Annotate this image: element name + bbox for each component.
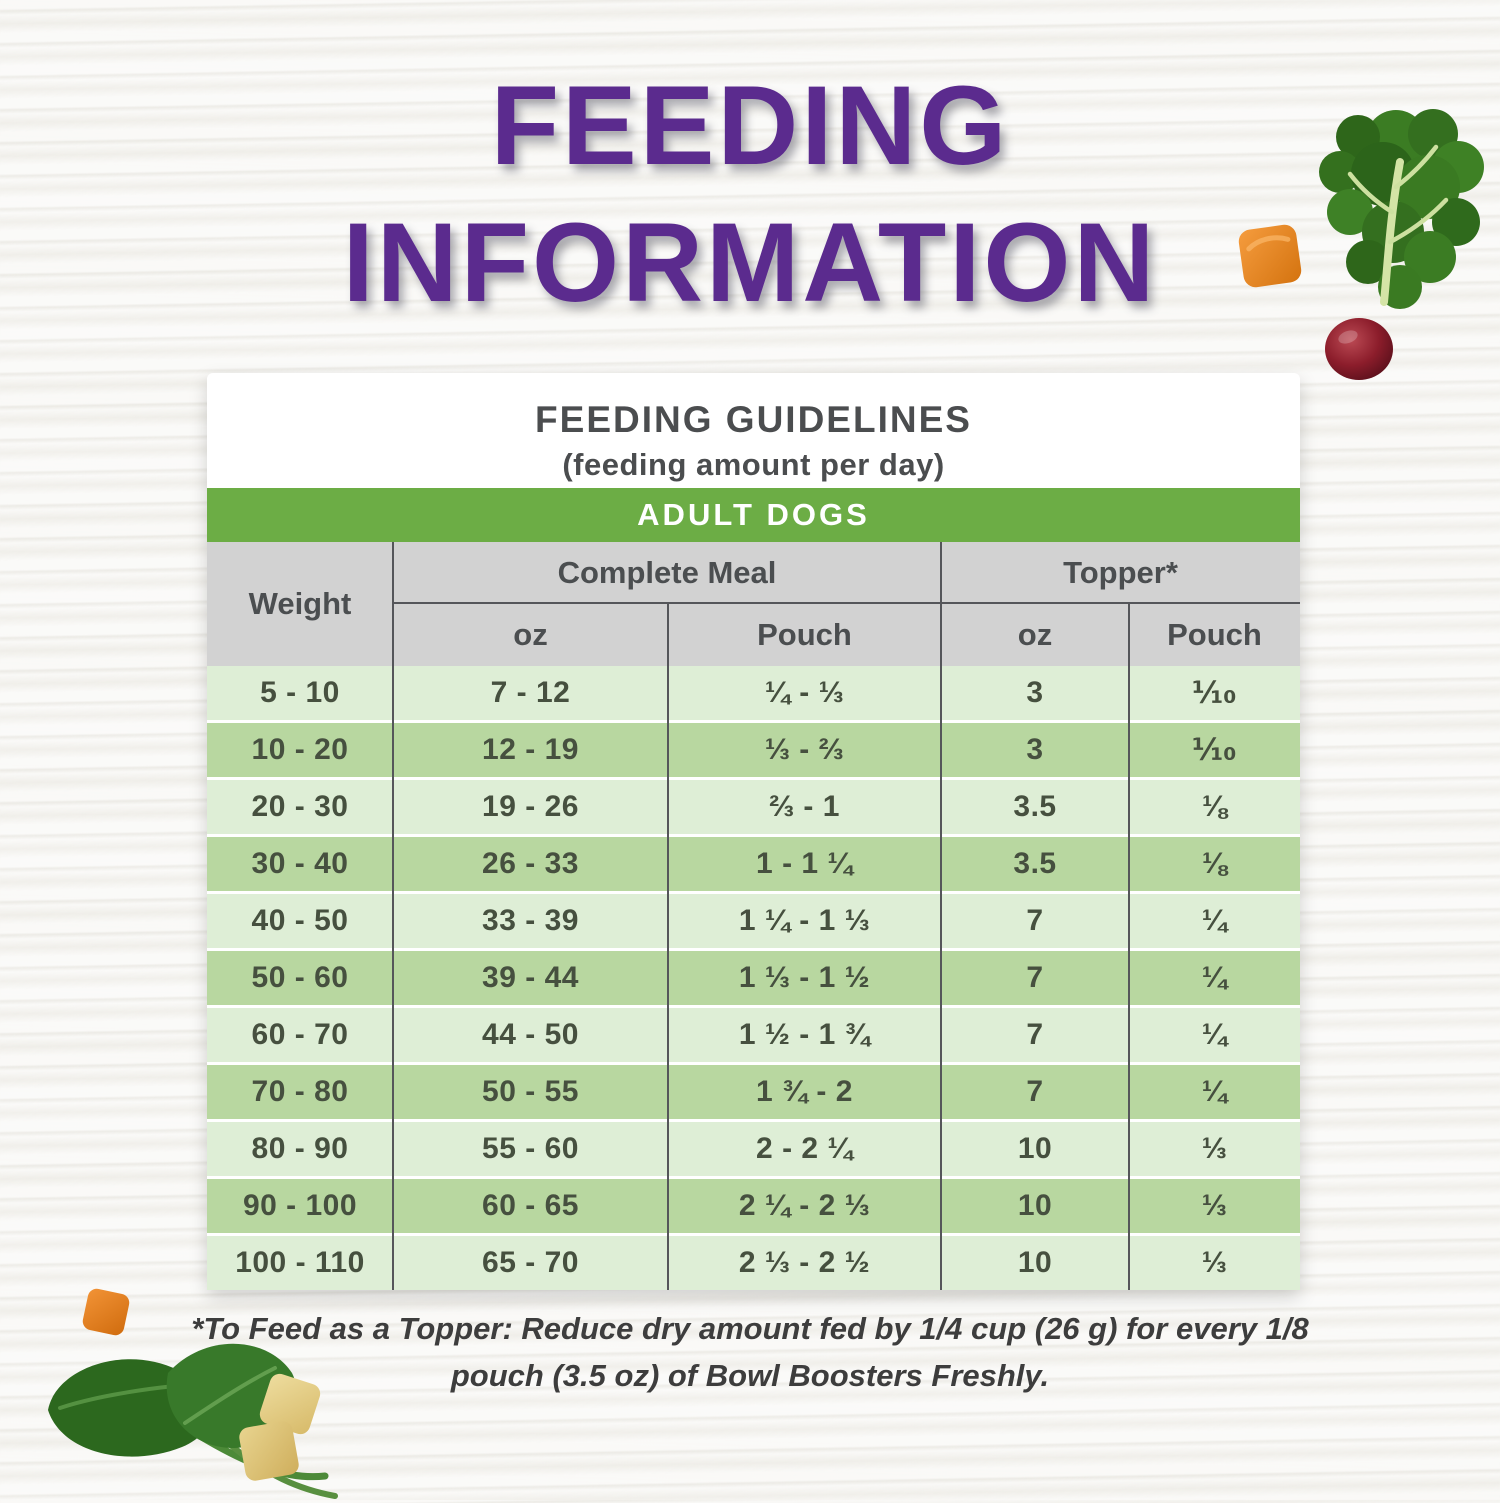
table-body: 5 - 10 7 - 12 ¼ - ⅓ 3 ⅒ 10 - 20 12 - 19 … [207, 666, 1300, 1290]
table-row: 90 - 100 60 - 65 2 ¼ - 2 ⅓ 10 ⅓ [207, 1179, 1300, 1233]
table-row: 80 - 90 55 - 60 2 - 2 ¼ 10 ⅓ [207, 1122, 1300, 1176]
cell-meal-pouch: 2 - 2 ¼ [756, 1132, 853, 1165]
table-divider-vertical [940, 542, 942, 1290]
cell-meal-pouch: ⅔ - 1 [769, 790, 840, 823]
column-header-weight: Weight [248, 586, 352, 621]
card-title: FEEDING GUIDELINES [535, 399, 972, 440]
cell-meal-oz: 55 - 60 [482, 1132, 579, 1165]
page-title: FEEDING INFORMATION [0, 58, 1500, 331]
cell-meal-pouch: 1 ⅓ - 1 ½ [738, 961, 871, 994]
cell-meal-oz: 39 - 44 [482, 961, 579, 994]
cell-topper-oz: 10 [1017, 1132, 1053, 1165]
cell-topper-oz: 7 [1026, 904, 1044, 937]
cell-weight: 10 - 20 [251, 733, 349, 766]
page-title-line-1: FEEDING [490, 63, 1010, 188]
table-divider-horizontal [393, 602, 1300, 604]
cell-weight: 100 - 110 [235, 1246, 365, 1279]
cell-topper-oz: 7 [1026, 1018, 1044, 1051]
cell-topper-oz: 3.5 [1013, 790, 1057, 823]
page-title-line-2: INFORMATION [342, 199, 1158, 325]
footnote-line-2: pouch (3.5 oz) of Bowl Boosters Freshly. [450, 1357, 1050, 1393]
cell-meal-oz: 33 - 39 [482, 904, 579, 937]
kale-leaf-image [1319, 109, 1484, 309]
cell-topper-pouch: ¼ [1201, 1018, 1228, 1051]
cell-topper-pouch: ¼ [1201, 904, 1228, 937]
table-row: 60 - 70 44 - 50 1 ½ - 1 ¾ 7 ¼ [207, 1008, 1300, 1062]
table-row: 70 - 80 50 - 55 1 ¾ - 2 7 ¼ [207, 1065, 1300, 1119]
table-row: 40 - 50 33 - 39 1 ¼ - 1 ⅓ 7 ¼ [207, 894, 1300, 948]
table-row: 20 - 30 19 - 26 ⅔ - 1 3.5 ⅛ [207, 780, 1300, 834]
cell-meal-pouch: 2 ⅓ - 2 ½ [738, 1246, 871, 1279]
cell-weight: 70 - 80 [251, 1075, 349, 1108]
cell-topper-pouch: ⅒ [1192, 733, 1237, 767]
table-row: 100 - 110 65 - 70 2 ⅓ - 2 ½ 10 ⅓ [207, 1236, 1300, 1290]
table-divider-vertical [392, 542, 394, 1290]
carrot-cube-icon [1238, 224, 1302, 288]
cell-weight: 20 - 30 [251, 790, 349, 823]
cell-meal-pouch: ⅓ - ⅔ [764, 733, 845, 766]
feeding-guidelines-card: FEEDING GUIDELINES (feeding amount per d… [207, 373, 1300, 1290]
cell-topper-oz: 3.5 [1013, 847, 1057, 880]
cell-topper-pouch: ¼ [1201, 1075, 1228, 1108]
carrot-cube-icon [82, 1288, 130, 1336]
cell-topper-oz: 7 [1026, 961, 1044, 994]
cell-weight: 80 - 90 [251, 1132, 349, 1165]
apple-cubes-icon [239, 1373, 321, 1481]
cell-meal-pouch: ¼ - ⅓ [764, 676, 845, 709]
table-row: 10 - 20 12 - 19 ⅓ - ⅔ 3 ⅒ [207, 723, 1300, 777]
cell-topper-pouch: ⅓ [1201, 1189, 1228, 1222]
cell-meal-pouch: 1 ¾ - 2 [756, 1075, 853, 1108]
cell-meal-oz: 65 - 70 [482, 1246, 579, 1279]
cell-meal-oz: 50 - 55 [482, 1075, 579, 1108]
cell-topper-oz: 3 [1026, 733, 1044, 766]
cell-topper-pouch: ¼ [1201, 961, 1228, 994]
table-divider-vertical [1128, 604, 1130, 1290]
cell-topper-oz: 3 [1026, 676, 1044, 709]
column-group-complete-meal: Complete Meal [557, 555, 777, 590]
cell-topper-pouch: ⅛ [1201, 790, 1228, 823]
cell-weight: 60 - 70 [251, 1018, 349, 1051]
cell-meal-oz: 44 - 50 [482, 1018, 579, 1051]
table-row: 50 - 60 39 - 44 1 ⅓ - 1 ½ 7 ¼ [207, 951, 1300, 1005]
cell-topper-pouch: ⅛ [1201, 847, 1228, 880]
table-header: Weight Complete Meal Topper* oz Pouch oz… [207, 542, 1300, 666]
cranberry-icon [1325, 318, 1393, 380]
cell-topper-oz: 7 [1026, 1075, 1044, 1108]
table-divider-vertical [667, 604, 669, 1290]
footnote-line-1: *To Feed as a Topper: Reduce dry amount … [191, 1311, 1309, 1346]
cell-meal-pouch: 1 - 1 ¼ [756, 847, 853, 880]
cell-topper-pouch: ⅓ [1201, 1132, 1228, 1165]
table-row: 30 - 40 26 - 33 1 - 1 ¼ 3.5 ⅛ [207, 837, 1300, 891]
column-header-meal-pouch: Pouch [757, 617, 852, 652]
card-subtitle: (feeding amount per day) [562, 447, 945, 482]
topper-footnote: *To Feed as a Topper: Reduce dry amount … [140, 1306, 1360, 1399]
cell-topper-oz: 10 [1017, 1189, 1053, 1222]
column-header-topper-oz: oz [1017, 617, 1053, 652]
column-header-meal-oz: oz [513, 617, 548, 652]
cell-weight: 40 - 50 [251, 904, 349, 937]
cell-meal-pouch: 2 ¼ - 2 ⅓ [738, 1189, 871, 1222]
cell-meal-oz: 26 - 33 [482, 847, 579, 880]
cell-topper-pouch: ⅓ [1201, 1246, 1228, 1279]
cell-topper-oz: 10 [1017, 1246, 1053, 1279]
cell-meal-oz: 12 - 19 [482, 733, 579, 766]
cell-weight: 50 - 60 [251, 961, 349, 994]
table-row: 5 - 10 7 - 12 ¼ - ⅓ 3 ⅒ [207, 666, 1300, 720]
cell-topper-pouch: ⅒ [1192, 676, 1237, 710]
cell-meal-oz: 19 - 26 [482, 790, 579, 823]
cell-weight: 90 - 100 [242, 1189, 358, 1222]
cell-meal-pouch: 1 ½ - 1 ¾ [738, 1018, 871, 1051]
cell-meal-pouch: 1 ¼ - 1 ⅓ [738, 904, 871, 937]
column-header-topper-pouch: Pouch [1167, 617, 1262, 652]
cell-weight: 5 - 10 [260, 676, 340, 709]
cell-meal-oz: 60 - 65 [482, 1189, 579, 1222]
cell-weight: 30 - 40 [251, 847, 349, 880]
cell-meal-oz: 7 - 12 [490, 676, 571, 709]
column-group-topper: Topper* [1063, 555, 1178, 590]
section-header-adult-dogs: ADULT DOGS [207, 488, 1300, 542]
